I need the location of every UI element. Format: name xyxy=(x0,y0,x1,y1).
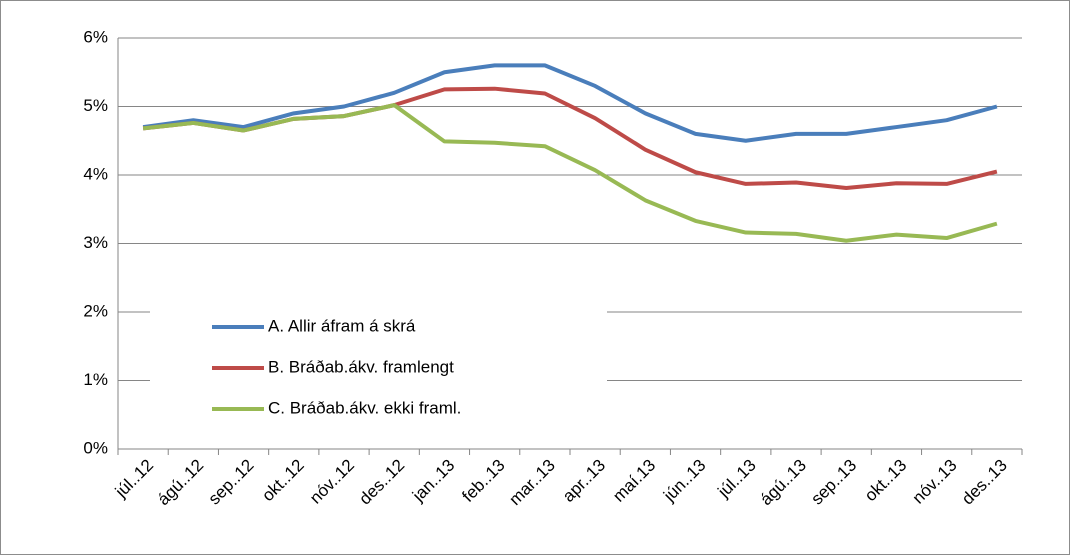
series-line xyxy=(142,103,998,243)
y-tick-label: 3% xyxy=(83,233,108,252)
y-tick-label: 5% xyxy=(83,96,108,115)
y-tick-label: 0% xyxy=(83,438,108,457)
y-tick-label: 4% xyxy=(83,164,108,183)
legend-label: A. Allir áfram á skrá xyxy=(268,316,416,335)
legend-label: B. Bráðab.ákv. framlengt xyxy=(268,357,454,376)
y-tick-label: 1% xyxy=(83,370,108,389)
legend-label: C. Bráðab.ákv. ekki framl. xyxy=(268,398,461,417)
y-tick-label: 6% xyxy=(83,27,108,46)
series-line xyxy=(142,63,998,143)
y-tick-label: 2% xyxy=(83,301,108,320)
